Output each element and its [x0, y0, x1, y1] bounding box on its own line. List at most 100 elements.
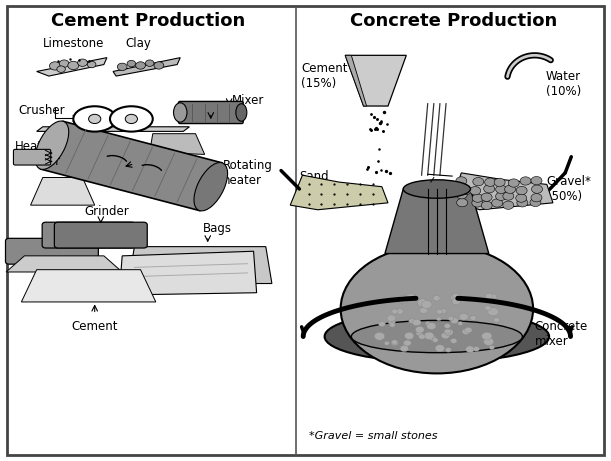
Circle shape	[429, 336, 436, 341]
Circle shape	[483, 338, 494, 345]
Polygon shape	[290, 175, 388, 210]
Text: Bags: Bags	[202, 222, 232, 235]
Circle shape	[450, 338, 457, 343]
Text: Cement Production: Cement Production	[51, 12, 245, 30]
Circle shape	[392, 309, 398, 314]
Circle shape	[420, 307, 428, 313]
Circle shape	[89, 114, 101, 124]
Circle shape	[496, 192, 507, 201]
Circle shape	[532, 185, 543, 193]
Text: Grinder: Grinder	[84, 205, 130, 218]
Circle shape	[444, 324, 450, 328]
Circle shape	[452, 298, 460, 305]
Text: Cement: Cement	[71, 320, 118, 333]
Polygon shape	[385, 189, 489, 254]
Circle shape	[145, 60, 154, 66]
Circle shape	[492, 199, 503, 207]
Circle shape	[485, 293, 493, 299]
Circle shape	[494, 178, 505, 187]
Circle shape	[458, 322, 463, 325]
Circle shape	[436, 309, 443, 314]
Polygon shape	[113, 58, 180, 76]
Circle shape	[400, 345, 409, 352]
Circle shape	[426, 323, 436, 330]
Circle shape	[406, 294, 415, 301]
Circle shape	[493, 318, 500, 322]
Circle shape	[391, 340, 398, 346]
Circle shape	[516, 186, 527, 195]
Circle shape	[508, 179, 519, 187]
Polygon shape	[6, 256, 122, 272]
Circle shape	[474, 347, 480, 351]
Ellipse shape	[351, 320, 522, 353]
Circle shape	[456, 199, 467, 207]
Text: *Gravel = small stones: *Gravel = small stones	[309, 431, 437, 441]
Circle shape	[375, 332, 385, 340]
Ellipse shape	[236, 104, 247, 121]
Polygon shape	[150, 134, 205, 154]
Circle shape	[433, 296, 440, 301]
Circle shape	[384, 341, 389, 345]
Circle shape	[49, 62, 60, 70]
Circle shape	[415, 326, 424, 333]
Circle shape	[399, 299, 404, 303]
Text: Crusher: Crusher	[18, 104, 65, 117]
Circle shape	[136, 62, 145, 69]
FancyBboxPatch shape	[13, 149, 51, 165]
FancyBboxPatch shape	[178, 101, 243, 124]
Circle shape	[462, 329, 470, 335]
Circle shape	[496, 185, 507, 194]
Circle shape	[87, 61, 96, 68]
Text: Gravel*
(50%): Gravel* (50%)	[547, 175, 591, 203]
Circle shape	[436, 317, 441, 321]
Circle shape	[505, 185, 516, 194]
Circle shape	[485, 178, 496, 186]
Circle shape	[154, 62, 164, 69]
Polygon shape	[21, 270, 156, 302]
Circle shape	[379, 321, 386, 326]
Circle shape	[520, 177, 531, 185]
FancyBboxPatch shape	[42, 222, 135, 248]
Circle shape	[489, 345, 494, 349]
Text: Clay: Clay	[125, 37, 151, 50]
Circle shape	[416, 331, 423, 336]
Ellipse shape	[194, 163, 227, 211]
Circle shape	[530, 198, 541, 207]
Circle shape	[448, 316, 454, 320]
Circle shape	[409, 319, 415, 323]
Polygon shape	[128, 247, 272, 284]
FancyBboxPatch shape	[54, 222, 147, 248]
Text: Powder: Powder	[18, 155, 62, 168]
Circle shape	[485, 306, 491, 311]
Circle shape	[432, 338, 438, 343]
Circle shape	[397, 296, 408, 303]
Circle shape	[403, 340, 411, 346]
Circle shape	[456, 177, 467, 185]
Circle shape	[424, 332, 434, 340]
Circle shape	[412, 319, 421, 326]
Circle shape	[472, 199, 483, 207]
Circle shape	[417, 299, 428, 307]
Ellipse shape	[403, 180, 470, 198]
Circle shape	[68, 61, 79, 70]
Circle shape	[127, 60, 136, 67]
Circle shape	[450, 294, 461, 301]
Circle shape	[491, 294, 497, 299]
Circle shape	[470, 187, 481, 195]
Circle shape	[441, 332, 450, 339]
Polygon shape	[37, 127, 189, 131]
Circle shape	[484, 185, 495, 193]
Circle shape	[440, 309, 447, 313]
Circle shape	[531, 194, 542, 202]
Circle shape	[445, 348, 452, 352]
Circle shape	[392, 340, 398, 344]
Ellipse shape	[341, 244, 533, 373]
Circle shape	[488, 307, 499, 316]
Circle shape	[425, 322, 431, 325]
Circle shape	[388, 319, 395, 325]
Polygon shape	[37, 58, 107, 76]
Circle shape	[444, 329, 453, 336]
Circle shape	[404, 332, 414, 339]
Circle shape	[452, 293, 459, 299]
FancyBboxPatch shape	[5, 238, 98, 264]
